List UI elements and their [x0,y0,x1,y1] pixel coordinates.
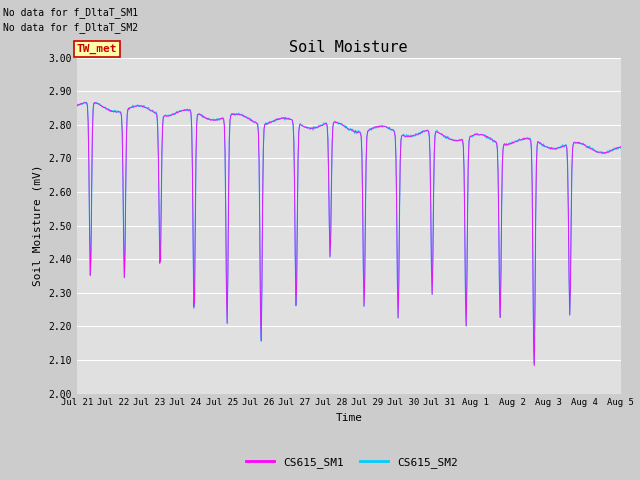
Legend: CS615_SM1, CS615_SM2: CS615_SM1, CS615_SM2 [242,452,462,472]
X-axis label: Time: Time [335,413,362,423]
Text: No data for f_DltaT_SM1: No data for f_DltaT_SM1 [3,7,138,18]
Y-axis label: Soil Moisture (mV): Soil Moisture (mV) [33,165,43,287]
Title: Soil Moisture: Soil Moisture [289,40,408,55]
Text: No data for f_DltaT_SM2: No data for f_DltaT_SM2 [3,22,138,33]
Text: TW_met: TW_met [77,44,117,54]
